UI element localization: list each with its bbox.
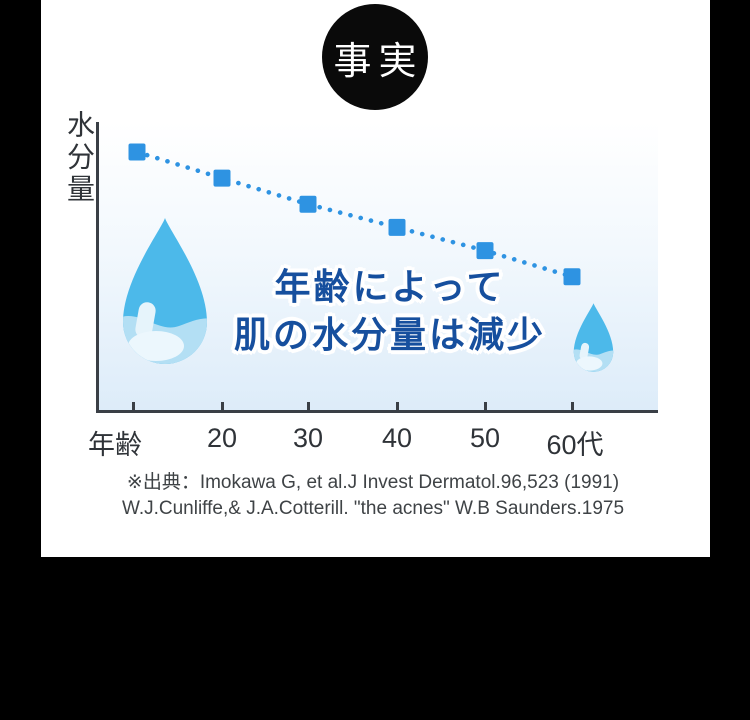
- x-axis-line: [96, 410, 658, 413]
- x-tick-label: 20: [206, 423, 238, 453]
- x-tick: [396, 402, 399, 410]
- y-axis-line: [96, 122, 99, 413]
- x-tick: [571, 402, 574, 410]
- x-tick: [221, 402, 224, 410]
- x-tick: [132, 402, 135, 410]
- chart-headline-line1: 年齢によって: [274, 266, 506, 307]
- y-axis-label: 水分量: [64, 110, 95, 206]
- x-tick-label: 50: [469, 423, 501, 453]
- fact-badge: 事実: [322, 4, 428, 110]
- source-citation: ※出典：Imokawa G, et al.J Invest Dermatol.9…: [42, 470, 704, 522]
- content-panel: 事実 水分量 年齢 20 30 40 50 60代: [41, 0, 710, 557]
- water-drop-icon: [573, 303, 614, 372]
- x-tick-label: 60代: [546, 430, 604, 460]
- source-citation-line2: W.J.Cunliffe,& J.A.Cotterill. "the acnes…: [121, 498, 625, 519]
- x-tick-label: 30: [292, 423, 324, 453]
- x-tick-label: 40: [381, 423, 413, 453]
- chart-headline: 年齢によって 肌の水分量は減少: [80, 263, 700, 359]
- x-tick: [307, 402, 310, 410]
- x-tick-label: 年齢: [88, 430, 142, 460]
- chart-headline-line2: 肌の水分量は減少: [233, 314, 546, 355]
- source-citation-line1: ※出典：Imokawa G, et al.J Invest Dermatol.9…: [126, 472, 620, 493]
- x-tick: [484, 402, 487, 410]
- water-drop-icon: [123, 218, 207, 364]
- fact-badge-label: 事実: [333, 38, 424, 83]
